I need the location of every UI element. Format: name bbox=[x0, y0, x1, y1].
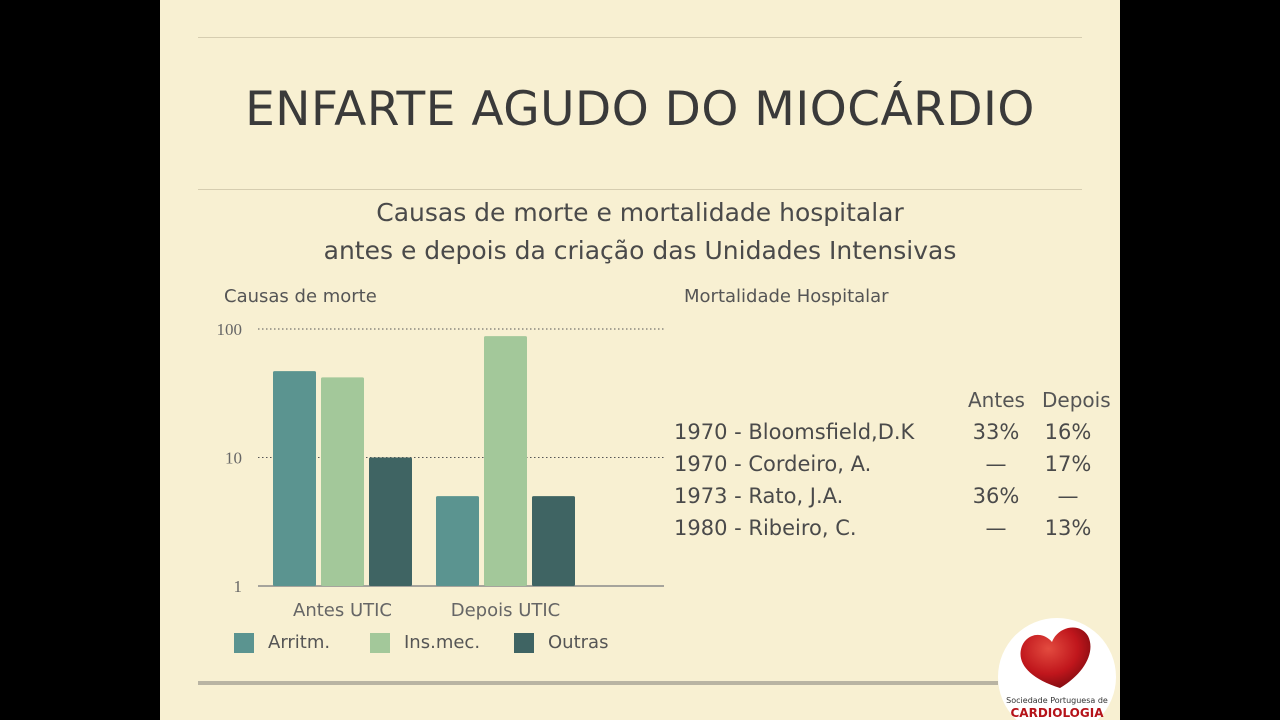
legend-swatch-arritm bbox=[234, 632, 254, 653]
x-tick-label: Antes UTIC bbox=[293, 600, 392, 621]
mortality-row-depois: 16% bbox=[1044, 420, 1092, 444]
top-divider bbox=[198, 37, 1082, 38]
x-tick-label: Depois UTIC bbox=[451, 600, 561, 621]
mortality-row-depois: 17% bbox=[1044, 452, 1092, 476]
mortality-header-depois: Depois bbox=[1042, 388, 1111, 412]
title-divider bbox=[198, 189, 1082, 190]
logo-text-line1: Sociedade Portuguesa de bbox=[1006, 696, 1108, 705]
bar bbox=[532, 496, 575, 586]
mortality-row-depois: — bbox=[1057, 484, 1079, 508]
heart-icon bbox=[1020, 627, 1091, 688]
subtitle-line-2: antes e depois da criação das Unidades I… bbox=[323, 236, 957, 265]
legend-item-insmec: Ins.mec. bbox=[370, 632, 480, 653]
logo-text-line2: CARDIOLOGIA bbox=[1010, 706, 1104, 720]
mortality-row-antes: — bbox=[985, 452, 1007, 476]
mortality-row-antes: 33% bbox=[972, 420, 1020, 444]
mortality-section-label: Mortalidade Hospitalar bbox=[684, 286, 889, 307]
bottom-divider bbox=[198, 681, 998, 685]
bar bbox=[273, 371, 316, 586]
mortality-row-label: 1973 - Rato, J.A. bbox=[674, 484, 844, 508]
legend-label-outras: Outras bbox=[548, 632, 609, 653]
legend-item-outras: Outras bbox=[514, 632, 608, 653]
mortality-row-label: 1980 - Ribeiro, C. bbox=[674, 516, 857, 540]
y-tick-label: 100 bbox=[217, 320, 243, 339]
mortality-row-label: 1970 - Cordeiro, A. bbox=[674, 452, 872, 476]
y-tick-label: 1 bbox=[234, 577, 243, 596]
legend-label-insmec: Ins.mec. bbox=[404, 632, 481, 653]
mortality-row-depois: 13% bbox=[1044, 516, 1092, 540]
subtitle-line-1: Causas de morte e mortalidade hospitalar bbox=[376, 198, 904, 227]
legend-swatch-outras bbox=[514, 632, 534, 653]
legend-label-arritm: Arritm. bbox=[268, 632, 331, 653]
slide-title: ENFARTE AGUDO DO MIOCÁRDIO bbox=[245, 82, 1035, 137]
chart-section-label: Causas de morte bbox=[224, 286, 377, 307]
slide: ENFARTE AGUDO DO MIOCÁRDIO Causas de mor… bbox=[160, 0, 1120, 720]
mortality-header-antes: Antes bbox=[968, 388, 1025, 412]
bar bbox=[369, 457, 412, 586]
bar bbox=[484, 336, 527, 586]
mortality-row-antes: 36% bbox=[972, 484, 1020, 508]
bar bbox=[321, 377, 364, 586]
legend-swatch-insmec bbox=[370, 632, 390, 653]
spc-logo: Sociedade Portuguesa de CARDIOLOGIA bbox=[998, 618, 1116, 720]
y-tick-label: 10 bbox=[225, 449, 242, 468]
mortality-row-label: 1970 - Bloomsfield,D.K bbox=[674, 420, 915, 444]
legend-item-arritm: Arritm. bbox=[234, 632, 330, 653]
bar-chart: 100 10 1 Antes UTIC Depois UTIC bbox=[217, 320, 664, 621]
mortality-row-antes: — bbox=[985, 516, 1007, 540]
bar bbox=[436, 496, 479, 586]
